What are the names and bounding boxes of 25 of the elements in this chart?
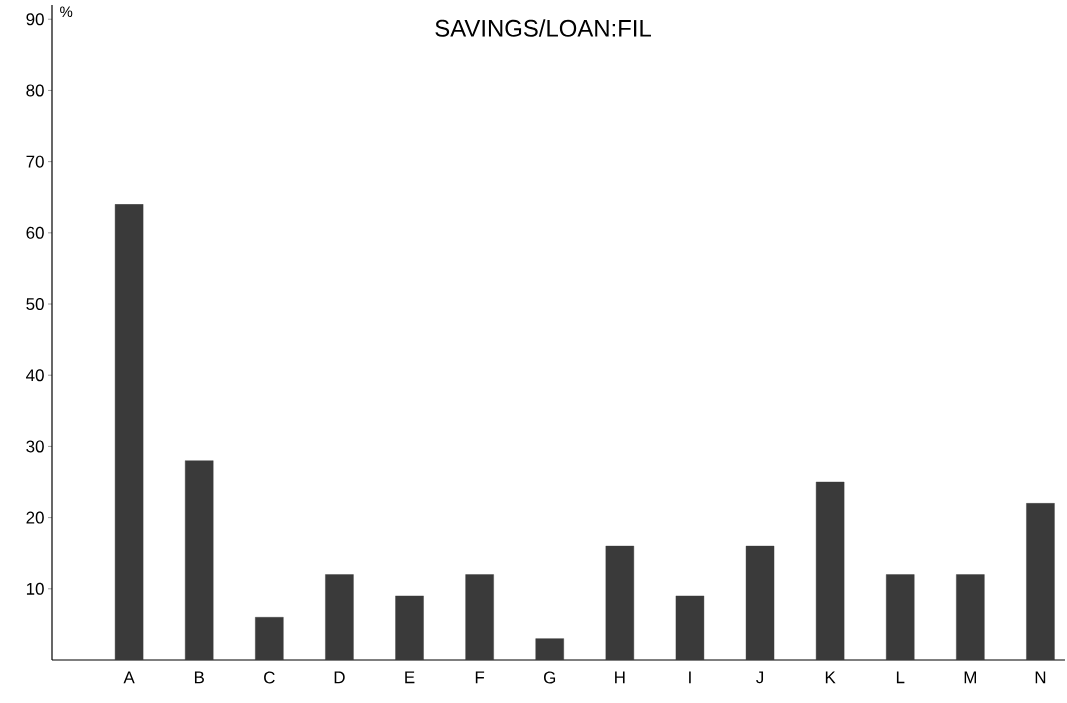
- y-tick-label: 20: [26, 511, 44, 524]
- x-tick-label: C: [264, 671, 275, 684]
- y-axis-title: %: [60, 6, 73, 17]
- y-tick-label: 70: [26, 155, 44, 168]
- y-tick-label: 50: [26, 298, 44, 311]
- x-tick-label: J: [756, 671, 764, 684]
- x-tick-label: A: [123, 671, 135, 684]
- x-tick-label: G: [544, 671, 556, 684]
- x-tick-label: M: [964, 671, 977, 684]
- y-tick-label: 80: [26, 84, 44, 97]
- y-tick-label: 40: [26, 369, 44, 382]
- x-tick-label: E: [405, 671, 415, 684]
- x-tick-label: D: [334, 671, 345, 684]
- x-tick-label: H: [615, 671, 625, 684]
- y-tick-label: 90: [26, 13, 44, 26]
- x-tick-label: K: [825, 671, 836, 684]
- y-tick-label: 30: [26, 440, 44, 453]
- y-tick-label: 60: [26, 226, 44, 239]
- x-tick-label: I: [689, 671, 691, 684]
- chart-title: SAVINGS/LOAN:FIL: [435, 19, 651, 37]
- x-tick-label: F: [475, 671, 485, 684]
- x-tick-label: N: [1035, 671, 1046, 684]
- x-tick-label: L: [896, 671, 905, 684]
- y-tick-label: 10: [26, 582, 44, 595]
- x-tick-label: B: [194, 671, 204, 684]
